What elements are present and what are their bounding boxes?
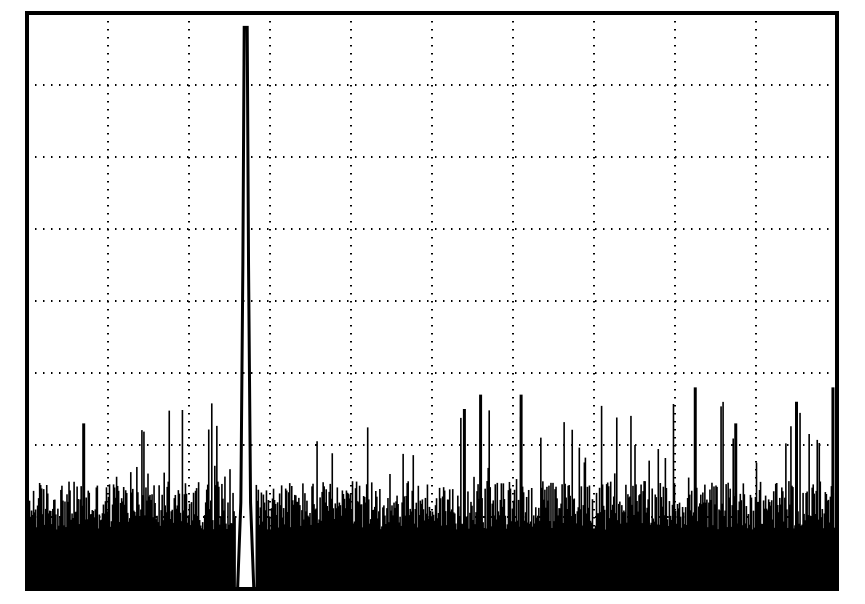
spectrum-trace bbox=[26, 25, 838, 591]
grid bbox=[27, 13, 837, 589]
carrier-peak bbox=[236, 25, 256, 591]
plot-frame bbox=[25, 11, 839, 591]
